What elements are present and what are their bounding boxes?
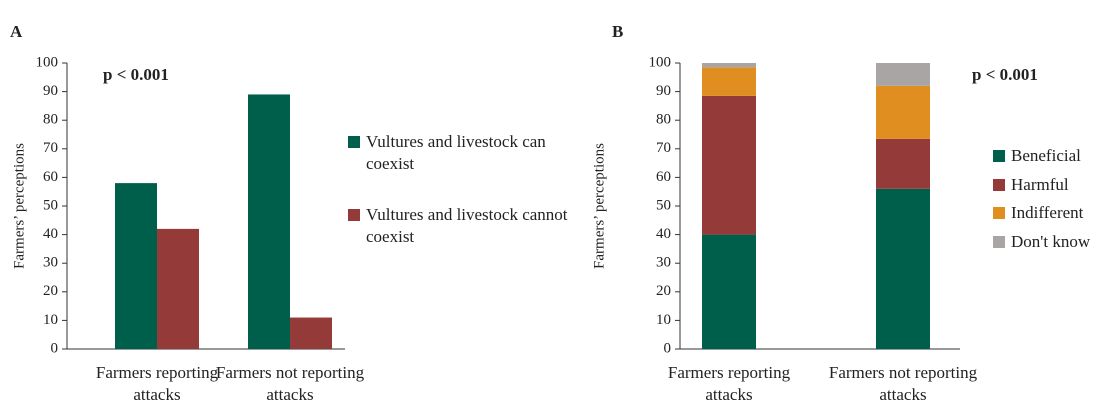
y-tick-label: 40 [43,226,58,242]
legend-swatch [993,150,1005,162]
y-tick-label: 90 [43,83,58,99]
legend-swatch [348,136,360,148]
bar [248,94,290,350]
legend-swatch [993,236,1005,248]
bar [115,183,157,349]
y-tick-label: 40 [656,226,671,242]
legend-swatch [993,207,1005,219]
y-tick-label: 10 [656,312,671,328]
annotation: p < 0.001 [972,65,1038,84]
x-tick-label: Farmers not reporting attacks [215,363,365,404]
y-tick-label: 60 [656,169,671,185]
y-tick-label: 30 [656,255,671,271]
y-tick-label: 70 [43,140,58,156]
legend-label: Vultures and livestock cannot coexist [366,205,568,246]
annotation: p < 0.001 [103,65,169,84]
x-tick-label: Farmers reporting attacks [95,363,219,404]
bar-segment [702,63,756,68]
bar-segment [876,85,930,139]
y-tick-label: 50 [43,197,58,213]
y-tick-label: 30 [43,255,58,271]
y-tick-label: 50 [656,197,671,213]
y-tick-label: 80 [43,112,58,128]
legend-label: Beneficial [1011,146,1081,165]
x-tick-label: Farmers not reporting attacks [828,363,978,404]
y-tick-label: 100 [649,54,672,70]
y-tick-label: 10 [43,312,58,328]
legend-label: Harmful [1011,175,1069,194]
x-tick-label: Farmers reporting attacks [667,363,791,404]
y-axis-label: Farmers’ perceptions [591,143,607,269]
y-tick-label: 20 [43,283,58,299]
bar [290,317,332,349]
bar-segment [876,63,930,86]
y-tick-label: 100 [36,54,59,70]
bar-segment [702,95,756,235]
bar [157,228,199,349]
y-tick-label: 70 [656,140,671,156]
bar-segment [876,138,930,189]
y-tick-label: 0 [664,340,672,356]
legend-label: Vultures and livestock can coexist [366,132,546,173]
y-tick-label: 20 [656,283,671,299]
y-tick-label: 80 [656,112,671,128]
legend-label: Don't know [1011,232,1091,251]
bar-segment [702,67,756,96]
y-tick-label: 0 [51,340,59,356]
bar-segment [702,234,756,349]
y-tick-label: 90 [656,83,671,99]
legend-swatch [348,209,360,221]
y-tick-label: 60 [43,169,58,185]
panel-label: B [612,22,623,41]
panel-label: A [10,22,23,41]
legend-label: Indifferent [1011,203,1084,222]
legend-swatch [993,179,1005,191]
bar-segment [876,188,930,349]
y-axis-label: Farmers’ perceptions [11,143,27,269]
